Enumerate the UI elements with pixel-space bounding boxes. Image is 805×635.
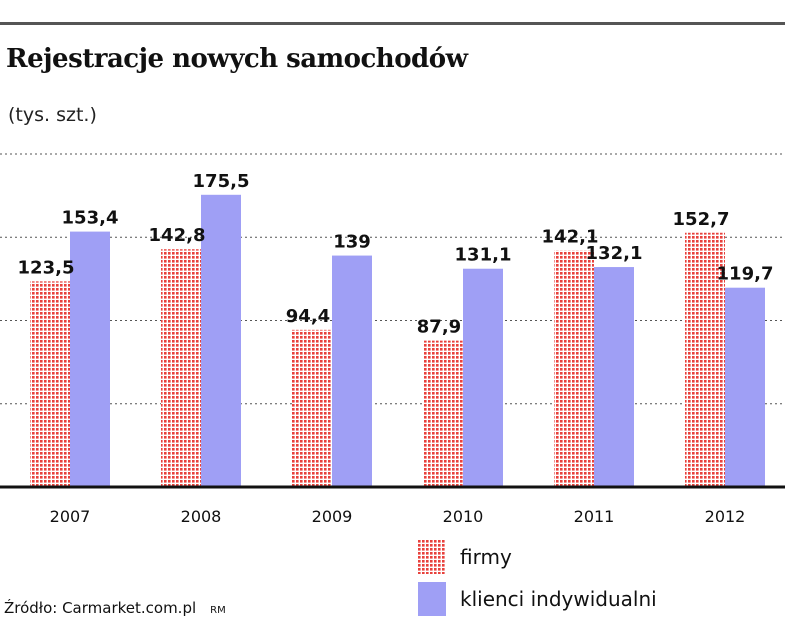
value-label-firmy-2011: 142,1 [542, 226, 599, 247]
value-label-firmy-2012: 152,7 [673, 209, 730, 230]
source-text: Źródło: Carmarket.com.pl [4, 599, 197, 617]
value-label-klienci-2012: 119,7 [717, 264, 774, 285]
bar-klienci-2007 [70, 231, 110, 487]
x-tick-label-2008: 2008 [181, 507, 222, 526]
value-label-klienci-2011: 132,1 [586, 243, 643, 264]
bar-firmy-2012 [685, 232, 725, 487]
legend-item-klienci: klienci indywidualni [418, 582, 657, 616]
bar-firmy-2007 [30, 281, 70, 487]
legend-label-klienci: klienci indywidualni [460, 587, 657, 611]
value-label-klienci-2007: 153,4 [62, 208, 119, 229]
legend-swatch-firmy [418, 540, 446, 574]
legend-item-firmy: firmy [418, 540, 512, 574]
x-tick-label-2007: 2007 [50, 507, 91, 526]
top-rule [0, 22, 785, 25]
bar-firmy-2011 [554, 250, 594, 487]
credit-text: RM [210, 605, 226, 616]
legend-label-firmy: firmy [460, 545, 512, 569]
value-label-firmy-2007: 123,5 [18, 257, 75, 278]
value-label-klienci-2008: 175,5 [193, 171, 250, 192]
x-tick-label-2012: 2012 [705, 507, 746, 526]
legend-swatch-klienci [418, 582, 446, 616]
value-label-klienci-2010: 131,1 [455, 245, 512, 266]
bar-klienci-2011 [594, 267, 634, 487]
value-label-firmy-2008: 142,8 [149, 225, 206, 246]
unit-label: (tys. szt.) [8, 104, 97, 126]
bar-firmy-2008 [161, 249, 201, 487]
value-label-klienci-2009: 139 [333, 232, 371, 253]
bar-firmy-2010 [423, 340, 463, 487]
value-label-firmy-2010: 87,9 [417, 317, 461, 338]
bar-klienci-2012 [725, 287, 765, 487]
bar-klienci-2009 [332, 255, 372, 487]
bar-klienci-2008 [201, 194, 241, 488]
x-tick-label-2009: 2009 [312, 507, 353, 526]
bar-klienci-2010 [463, 268, 503, 487]
source-note: Źródło: Carmarket.com.pl RM [4, 599, 226, 617]
chart-title: Rejestracje nowych samochodów [6, 44, 468, 74]
bar-firmy-2009 [292, 329, 332, 487]
x-tick-label-2010: 2010 [443, 507, 484, 526]
value-label-firmy-2009: 94,4 [286, 306, 330, 327]
x-tick-label-2011: 2011 [574, 507, 615, 526]
